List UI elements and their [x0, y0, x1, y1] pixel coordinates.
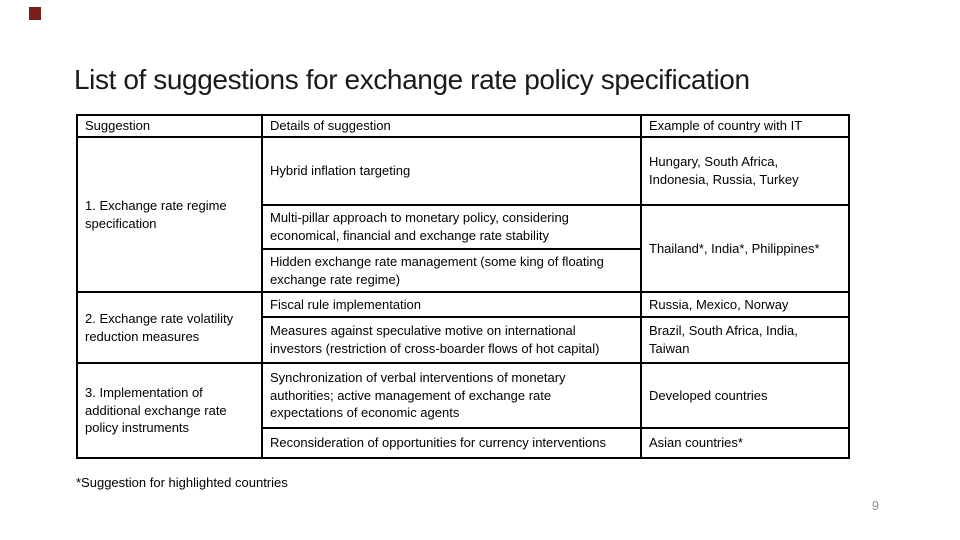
example-cell: Hungary, South Africa, Indonesia, Russia… — [640, 136, 850, 206]
detail-cell: Multi-pillar approach to monetary policy… — [261, 204, 642, 250]
table-row: Multi-pillar approach to monetary policy… — [77, 204, 850, 293]
table-row: Hidden exchange rate management (some ki… — [77, 248, 849, 293]
column-header-example: Example of country with IT — [640, 114, 850, 138]
group-3-label-cell: 3. Implementation of additional exchange… — [76, 362, 263, 459]
page-number: 9 — [872, 499, 879, 513]
example-cell: Asian countries* — [640, 427, 850, 459]
page-title: List of suggestions for exchange rate po… — [74, 64, 750, 95]
detail-cell: Hidden exchange rate management (some ki… — [261, 248, 642, 293]
example-cell: Brazil, South Africa, India, Taiwan — [640, 316, 850, 364]
table-row: 3. Implementation of additional exchange… — [76, 362, 850, 459]
table-row: 1. Exchange rate regime specification Hy… — [76, 136, 850, 293]
group-1-label-cell: 1. Exchange rate regime specification — [76, 136, 263, 293]
column-header-details: Details of suggestion — [261, 114, 642, 138]
example-cell: Thailand*, India*, Philippines* — [640, 204, 850, 293]
suggestions-table: Suggestion Details of suggestion Example… — [76, 114, 850, 459]
example-cell: Developed countries — [640, 362, 850, 429]
footnote: *Suggestion for highlighted countries — [76, 475, 288, 490]
example-cell: Russia, Mexico, Norway — [640, 291, 850, 318]
detail-cell: Reconsideration of opportunities for cur… — [261, 427, 642, 459]
detail-cell: Hybrid inflation targeting — [261, 136, 642, 206]
detail-cell: Measures against speculative motive on i… — [261, 316, 642, 364]
detail-cell: Fiscal rule implementation — [261, 291, 642, 318]
detail-cell: Synchronization of verbal interventions … — [261, 362, 642, 429]
column-header-suggestion: Suggestion — [76, 114, 263, 138]
table-header-row: Suggestion Details of suggestion Example… — [76, 114, 850, 138]
slide-accent-mark — [29, 7, 41, 20]
group-2-label-cell: 2. Exchange rate volatility reduction me… — [76, 291, 263, 364]
table-row: 2. Exchange rate volatility reduction me… — [76, 291, 850, 364]
table-row: Measures against speculative motive on i… — [77, 316, 850, 364]
table-row: Reconsideration of opportunities for cur… — [77, 427, 850, 459]
